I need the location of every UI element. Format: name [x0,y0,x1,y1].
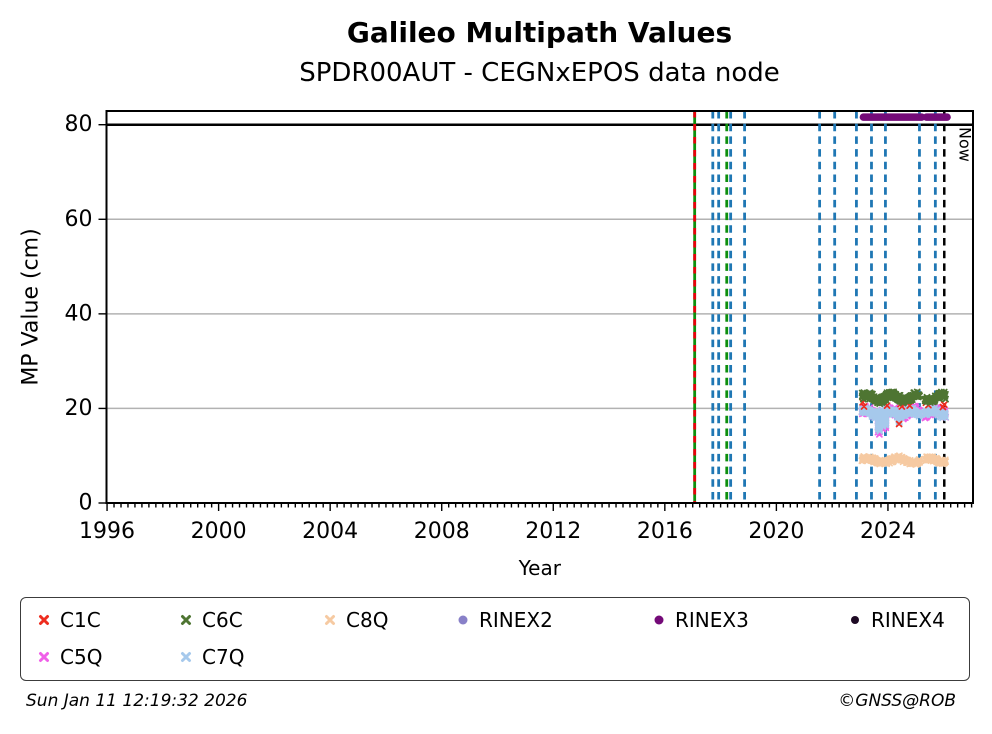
scatter-series-c6c [858,388,949,408]
legend-item-c5q: C5Q [37,644,102,670]
svg-text:2000: 2000 [191,519,247,544]
dot-marker-icon [458,615,468,625]
x-axis-label: Year [518,556,562,580]
legend: C1C C6C C8Q RINEX2 RINEX3 RINEX4 C5Q C7Q [20,597,970,681]
copyright-credit: ©GNSS@ROB [838,691,956,711]
x-marker-icon [39,652,49,662]
y-axis: 0 20 40 60 80 MP Value (cm) [19,112,107,516]
chart-subtitle: SPDR00AUT - CEGNxEPOS data node [299,58,780,88]
legend-item-rinex2: RINEX2 [456,607,553,633]
svg-text:2020: 2020 [748,519,804,544]
event-lines [693,111,937,503]
legend-item-c8q: C8Q [323,607,388,633]
now-label: Now [955,127,974,162]
svg-text:60: 60 [65,207,93,232]
svg-text:20: 20 [65,396,93,421]
x-marker-icon [325,615,335,625]
svg-text:2008: 2008 [414,519,470,544]
legend-item-rinex4: RINEX4 [848,607,945,633]
svg-text:1996: 1996 [79,519,135,544]
legend-label: RINEX2 [479,608,553,632]
legend-label: C7Q [202,645,245,669]
svg-text:80: 80 [65,112,93,137]
legend-label: C1C [60,608,101,632]
x-axis: 1996 2000 2004 2008 2012 2016 2020 2024 Year [79,503,973,580]
legend-item-c6c: C6C [179,607,243,633]
dot-marker-icon [654,615,664,625]
legend-item-c7q: C7Q [179,644,244,670]
svg-text:2016: 2016 [637,519,693,544]
svg-text:40: 40 [65,301,93,326]
legend-label: C5Q [60,645,103,669]
svg-text:0: 0 [79,491,93,516]
generation-timestamp: Sun Jan 11 12:19:32 2026 [26,691,248,711]
x-marker-icon [181,615,191,625]
legend-item-c1c: C1C [37,607,101,633]
gridlines [106,218,973,410]
legend-label: C8Q [346,608,389,632]
plot-border [105,110,974,504]
scatter-series-c8q [858,452,950,468]
svg-text:2012: 2012 [525,519,581,544]
y-axis-label: MP Value (cm) [19,228,44,385]
svg-text:2024: 2024 [860,519,916,544]
legend-label: RINEX3 [675,608,749,632]
x-marker-icon [39,615,49,625]
legend-label: RINEX4 [871,608,945,632]
svg-text:2004: 2004 [302,519,358,544]
dot-marker-icon [851,616,859,624]
chart-title: Galileo Multipath Values [346,16,733,49]
x-marker-icon [181,652,191,662]
legend-label: C6C [202,608,243,632]
multipath-chart-plot: Now 1996 2000 2004 2008 2012 2016 2020 2024 Year 0… [19,110,974,580]
legend-item-rinex3: RINEX3 [652,607,749,633]
